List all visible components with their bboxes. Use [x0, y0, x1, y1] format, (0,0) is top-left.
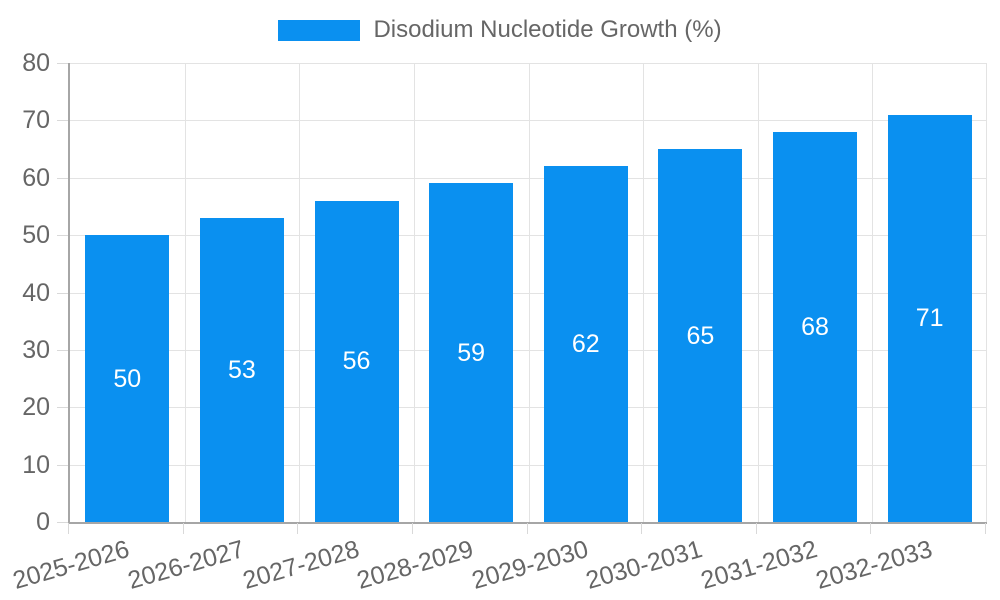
y-tick-label: 0 [36, 508, 50, 536]
v-gridline [643, 63, 645, 522]
y-tick-label: 40 [22, 278, 50, 307]
v-gridline [872, 63, 874, 522]
y-tick-label: 80 [22, 49, 50, 77]
bar [314, 200, 399, 522]
legend-swatch [278, 19, 361, 41]
bar-value-label: 62 [571, 330, 600, 359]
y-tick-label: 10 [22, 450, 50, 479]
bar [85, 235, 170, 522]
bar-value-label: 71 [915, 304, 944, 333]
y-tick-label: 20 [22, 393, 50, 422]
bar [773, 131, 858, 522]
bar [658, 149, 743, 522]
y-tick-label: 70 [22, 106, 50, 135]
y-axis-labels: 0 10 20 30 40 50 60 70 80 [0, 49, 50, 536]
bar-value-label: 65 [686, 321, 715, 350]
plot-area: 50 53 56 59 62 65 68 71 [68, 63, 987, 524]
y-tick-label: 50 [22, 221, 50, 250]
bar [887, 114, 972, 522]
v-gridline [986, 63, 987, 522]
bar-value-label: 53 [228, 355, 256, 384]
bar [543, 166, 628, 522]
v-gridline [528, 63, 530, 522]
bar-value-label: 50 [113, 364, 142, 393]
y-tick-label: 30 [22, 335, 50, 364]
bar-value-label: 56 [342, 347, 371, 376]
bar [199, 217, 284, 522]
bar-value-label: 59 [457, 338, 486, 367]
y-tick-label: 60 [22, 163, 50, 192]
v-gridline [757, 63, 759, 522]
legend-label: Disodium Nucleotide Growth (%) [373, 16, 722, 43]
bar [429, 183, 514, 522]
v-gridline [184, 63, 186, 522]
bar-value-label: 68 [801, 312, 829, 341]
legend-item[interactable]: Disodium Nucleotide Growth (%) [0, 16, 1000, 44]
v-gridline [299, 63, 301, 522]
v-gridline [413, 63, 415, 522]
